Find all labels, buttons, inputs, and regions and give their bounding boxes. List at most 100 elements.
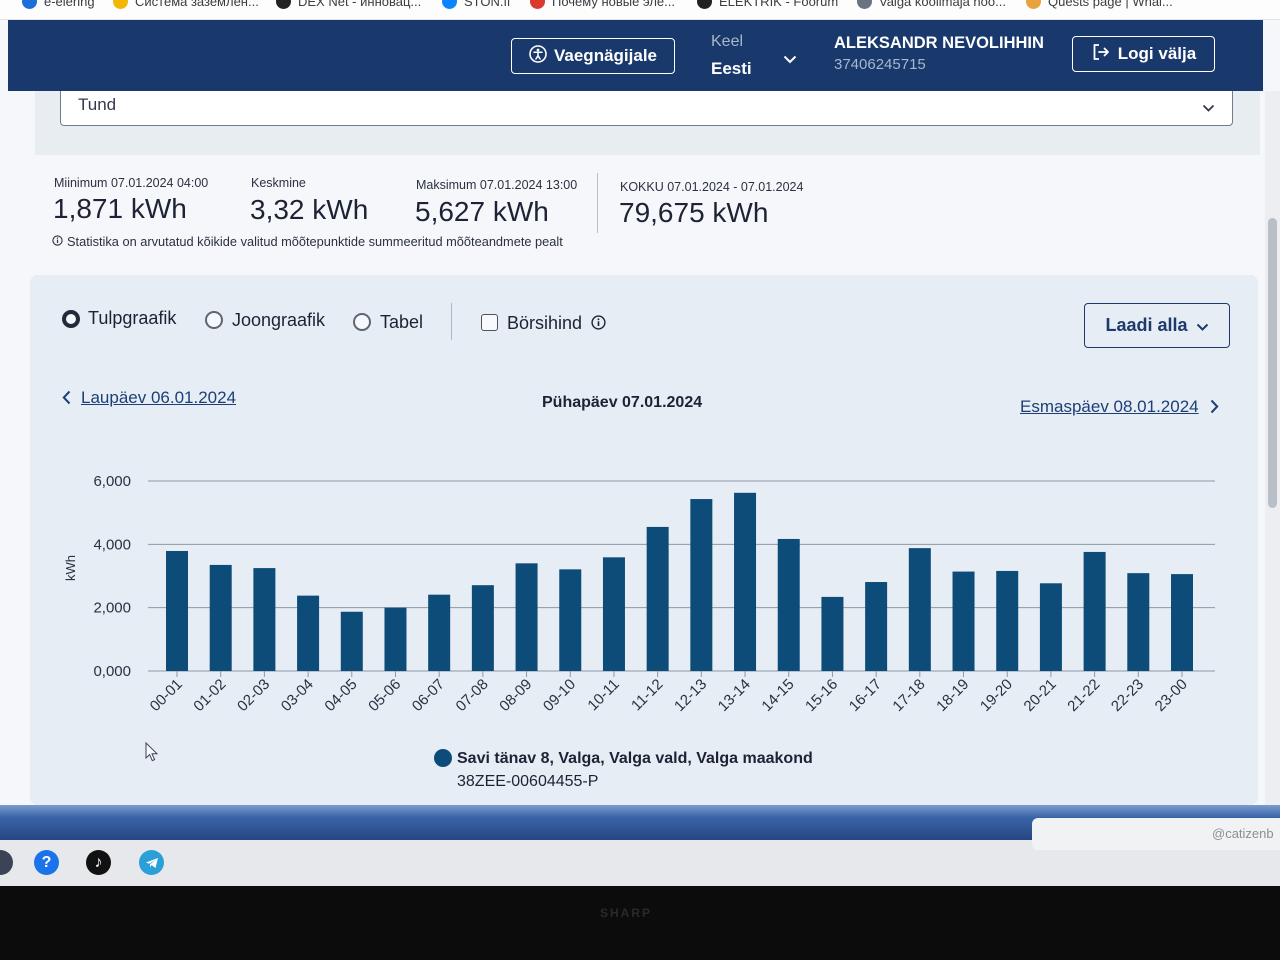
logout-button[interactable]: Logi välja: [1072, 36, 1215, 72]
accessibility-button-label: Vaegnägijale: [554, 46, 657, 65]
scrollbar-thumb[interactable]: [1268, 218, 1277, 508]
current-day-title: Pühapäev 07.01.2024: [542, 394, 703, 411]
x-tick-label: 13-14: [715, 676, 754, 715]
site-favicon-icon: [113, 0, 128, 9]
chevron-right-icon[interactable]: [1210, 399, 1219, 419]
x-tick-label: 06-07: [409, 676, 448, 715]
bar-21-22[interactable]: [1083, 551, 1106, 671]
stats-note: Statistika on arvutatud kõikide valitud …: [52, 234, 563, 249]
x-tick-label: 20-21: [1021, 676, 1060, 715]
min-label: Miinimum 07.01.2024 04:00: [54, 176, 209, 190]
bar-23-00[interactable]: [1171, 574, 1193, 671]
options-divider: [451, 303, 452, 340]
chevron-down-icon[interactable]: [783, 51, 797, 69]
site-favicon-icon: [857, 0, 872, 9]
avg-label: Keskmine: [251, 176, 306, 190]
bar-06-07[interactable]: [428, 594, 451, 671]
tray-text: @catizenb: [1212, 826, 1274, 841]
gridlines: [148, 480, 1215, 672]
bar-19-20[interactable]: [996, 570, 1019, 671]
prev-day-link[interactable]: Laupäev 06.01.2024: [81, 388, 237, 407]
radio-line-chart[interactable]: [205, 311, 223, 329]
y-axis-label: kWh: [63, 555, 78, 581]
y-tick-label: 4,000: [93, 536, 131, 553]
stats-divider: [597, 173, 598, 233]
bookmark-label: Valga koolimaja noo...: [879, 0, 1006, 9]
mouse-pointer-icon: [145, 741, 159, 767]
chevron-down-icon: [1202, 99, 1215, 117]
site-favicon-icon: [530, 0, 545, 9]
accessibility-button[interactable]: Vaegnägijale: [511, 38, 675, 74]
bar-07-08[interactable]: [471, 585, 494, 671]
bar-00-01[interactable]: [166, 550, 188, 671]
x-tick-label: 07-08: [453, 676, 492, 715]
x-axis: 00-01 01-02 02-03 03-04 04-05 05-06 06-07 07-08…: [147, 671, 1191, 715]
legend-series-name[interactable]: Savi tänav 8, Valga, Valga vald, Valga m…: [457, 750, 813, 767]
info-icon: [52, 234, 63, 249]
logout-button-label: Logi välja: [1117, 44, 1197, 63]
app-icon[interactable]: [0, 850, 13, 875]
site-favicon-icon: [276, 0, 291, 9]
bar-02-03[interactable]: [253, 568, 276, 671]
bar-11-12[interactable]: [646, 526, 669, 671]
min-value: 1,871 kWh: [53, 193, 187, 224]
bookmark-label: Почему новые эле...: [552, 0, 675, 9]
notification-tray[interactable]: @catizenb: [1032, 818, 1280, 850]
site-favicon-icon: [697, 0, 712, 9]
x-tick-label: 15-16: [802, 676, 841, 715]
bar-05-06[interactable]: [384, 607, 407, 671]
x-tick-label: 08-09: [496, 676, 535, 715]
bar-10-11[interactable]: [602, 557, 625, 671]
logout-icon: [1091, 42, 1111, 67]
x-tick-label: 11-12: [628, 676, 666, 714]
bar-04-05[interactable]: [340, 611, 363, 671]
y-tick-label: 0,000: [93, 663, 131, 680]
x-tick-label: 14-15: [758, 676, 797, 715]
bar-08-09[interactable]: [515, 563, 538, 671]
bar-17-18[interactable]: [908, 548, 931, 671]
next-day-link[interactable]: Esmaspäev 08.01.2024: [1020, 397, 1199, 416]
bookmarks-bar: e-elering Система заземлен... DEX Net - …: [0, 0, 1280, 20]
x-tick-label: 12-13: [671, 676, 710, 715]
bar-09-10[interactable]: [559, 569, 582, 671]
x-tick-label: 05-06: [365, 676, 404, 715]
bar-12-13[interactable]: [690, 499, 713, 671]
bar-14-15[interactable]: [777, 538, 800, 671]
exchange-price-checkbox[interactable]: [481, 314, 498, 331]
bar-20-21[interactable]: [1039, 583, 1062, 671]
bookmark-label: e-elering: [44, 0, 95, 9]
bar-03-04[interactable]: [297, 595, 320, 671]
exchange-price-label[interactable]: Börsihind: [507, 313, 583, 333]
user-info: ALEKSANDR NEVOLIHHIN 37406245715: [834, 33, 1044, 74]
x-tick-label: 19-20: [977, 676, 1016, 715]
x-tick-label: 03-04: [278, 676, 317, 715]
bar-22-23[interactable]: [1127, 573, 1150, 671]
radio-table-label[interactable]: Tabel: [380, 312, 424, 332]
help-icon[interactable]: ?: [34, 850, 59, 875]
bar-18-19[interactable]: [952, 571, 975, 671]
radio-table[interactable]: [353, 313, 371, 331]
bar-16-17[interactable]: [865, 582, 888, 671]
user-personal-code: 37406245715: [834, 56, 926, 73]
radio-bar-chart[interactable]: [62, 310, 80, 328]
site-favicon-icon: [442, 0, 457, 9]
x-tick-label: 21-22: [1064, 676, 1103, 715]
language-selector[interactable]: Keel Eesti: [711, 33, 752, 78]
bar-01-02[interactable]: [209, 564, 232, 671]
legend-swatch[interactable]: [434, 749, 452, 767]
x-tick-label: 04-05: [321, 676, 360, 715]
bookmark-label: Система заземлен...: [135, 0, 259, 9]
tiktok-icon[interactable]: ♪: [86, 850, 111, 875]
x-tick-label: 00-01: [147, 676, 186, 715]
radio-bar-chart-label[interactable]: Tulpgraafik: [88, 308, 177, 328]
download-button[interactable]: Laadi alla: [1084, 303, 1230, 348]
telegram-icon[interactable]: [139, 850, 164, 875]
bar-13-14[interactable]: [734, 492, 757, 671]
legend-metering-point: 38ZEE-00604455-P: [457, 773, 599, 790]
bar-15-16[interactable]: [821, 596, 844, 671]
radio-line-chart-label[interactable]: Joongraafik: [232, 310, 326, 330]
info-icon[interactable]: [591, 315, 606, 335]
bookmark-label: Quests page | Whal...: [1048, 0, 1173, 9]
chevron-left-icon[interactable]: [62, 390, 71, 410]
